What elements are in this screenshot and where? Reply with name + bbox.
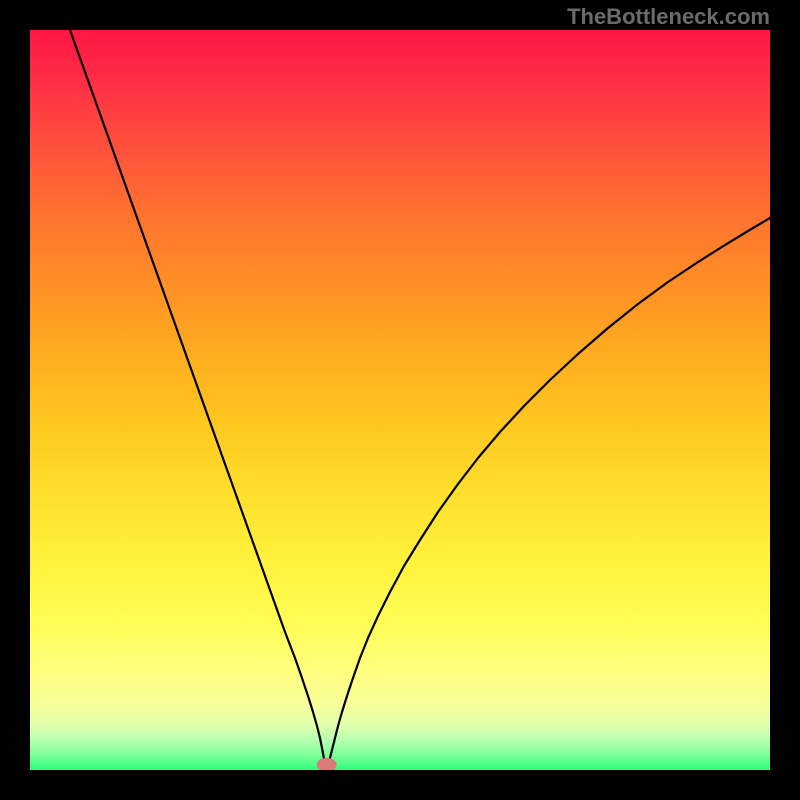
- plot-area: [30, 30, 770, 770]
- curve-layer: [30, 30, 770, 770]
- chart-frame: TheBottleneck.com: [0, 0, 800, 800]
- watermark-text: TheBottleneck.com: [567, 4, 770, 30]
- bottleneck-curve: [70, 30, 770, 770]
- minimum-marker: [317, 758, 337, 770]
